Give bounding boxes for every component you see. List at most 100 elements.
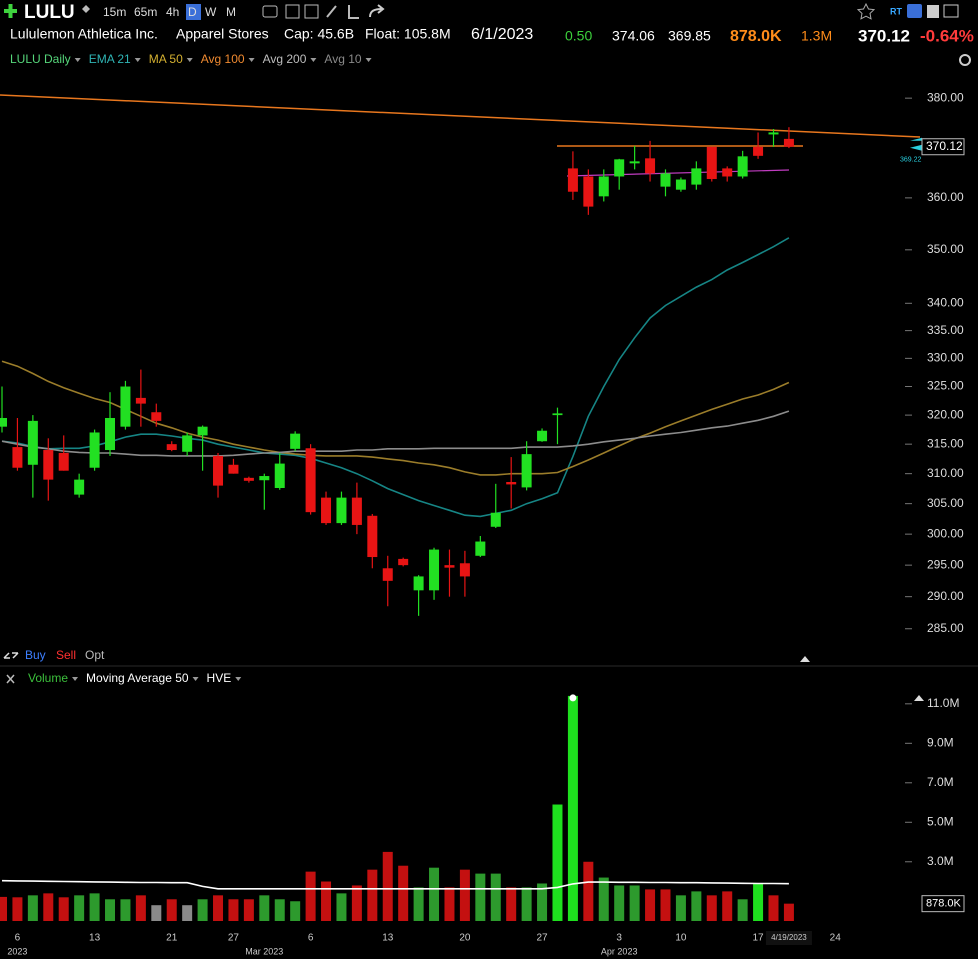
volume-bar xyxy=(166,899,177,921)
collapse-icon[interactable] xyxy=(914,695,924,701)
interval-button[interactable]: 65m xyxy=(134,5,157,19)
x-tick-label: 27 xyxy=(228,933,240,944)
candle-body xyxy=(429,549,440,591)
candle-body xyxy=(614,159,625,177)
volume: 878.0K xyxy=(730,28,782,45)
trade-button[interactable]: Sell xyxy=(56,648,76,662)
y-tick-label: 11.0M xyxy=(927,696,959,710)
volume-bar xyxy=(629,885,640,921)
dropdown-caret[interactable] xyxy=(74,58,81,62)
volume-title[interactable]: Volume xyxy=(28,671,68,685)
volume-bar xyxy=(691,891,702,921)
industry: Apparel Stores xyxy=(176,26,269,42)
candle-body xyxy=(768,132,779,135)
volume-bar xyxy=(475,873,486,921)
candle-body xyxy=(521,454,532,488)
rt-badge[interactable]: RT xyxy=(890,6,902,16)
dropdown-caret[interactable] xyxy=(186,58,193,62)
volume-bar xyxy=(506,887,517,921)
dropdown-caret[interactable] xyxy=(235,677,242,681)
volume-bar xyxy=(675,895,686,921)
y-tick-label: 320.00 xyxy=(927,407,964,421)
company-name: Lululemon Athletica Inc. xyxy=(10,26,158,42)
volume-bar xyxy=(43,893,54,921)
legend-entry[interactable]: Avg 100 xyxy=(201,52,245,66)
candle-body xyxy=(753,146,764,156)
legend-entry[interactable]: Moving Average 50 xyxy=(86,671,189,685)
candle-body xyxy=(459,563,470,577)
interval-button[interactable]: 15m xyxy=(103,5,126,19)
tool-icon[interactable] xyxy=(304,4,319,19)
tool-icon[interactable] xyxy=(82,5,90,13)
candle-body xyxy=(691,168,702,185)
y-tick-label: 5.0M xyxy=(927,814,954,828)
tool-icon[interactable] xyxy=(326,5,337,18)
volume-bar xyxy=(413,887,424,921)
candle-body xyxy=(382,568,393,581)
x-tick-label: 13 xyxy=(382,933,394,944)
legend-entry[interactable]: Avg 200 xyxy=(263,52,307,66)
tool-icon[interactable] xyxy=(285,4,300,19)
x-tick-label: 6 xyxy=(15,933,21,944)
volume-bar xyxy=(290,901,301,921)
trade-button[interactable]: Opt xyxy=(85,648,105,662)
volume-bar xyxy=(105,899,116,921)
candle-body xyxy=(105,417,116,451)
candle-body xyxy=(274,463,285,489)
collapse-icon[interactable] xyxy=(800,656,810,662)
candle-body xyxy=(197,426,208,436)
volume-bar xyxy=(228,899,239,921)
interval-button[interactable]: 4h xyxy=(166,5,179,19)
dropdown-caret[interactable] xyxy=(365,58,372,62)
candle-body xyxy=(336,497,347,524)
candle-body xyxy=(598,176,609,197)
y-tick-label: 340.00 xyxy=(927,295,964,309)
candle-body xyxy=(398,558,409,566)
volume-bar xyxy=(336,893,347,921)
legend-entry[interactable]: HVE xyxy=(207,671,232,685)
volume-bar xyxy=(537,883,548,921)
candle-body xyxy=(645,158,656,174)
favorite-icon[interactable] xyxy=(856,2,876,20)
candle-body xyxy=(120,386,131,427)
interval-button[interactable]: D xyxy=(188,5,197,19)
legend-entry[interactable]: MA 50 xyxy=(149,52,183,66)
candle-body xyxy=(151,412,162,421)
volume-tag: 878.0K xyxy=(926,898,962,910)
candle-body xyxy=(537,430,548,442)
tool-icon[interactable] xyxy=(348,5,359,19)
add-icon[interactable] xyxy=(4,4,17,18)
candle-body xyxy=(783,138,794,147)
s-icon[interactable] xyxy=(907,4,922,18)
x-tick-label: 17 xyxy=(753,933,765,944)
dropdown-caret[interactable] xyxy=(248,58,255,62)
dropdown-caret[interactable] xyxy=(192,677,199,681)
candle-body xyxy=(0,417,7,427)
volume-bar xyxy=(182,905,193,921)
trade-icon[interactable] xyxy=(3,652,19,659)
x-tick-label: 20 xyxy=(459,933,471,944)
dropdown-caret[interactable] xyxy=(134,58,141,62)
window-icon[interactable] xyxy=(943,4,959,18)
interval-button[interactable]: M xyxy=(226,5,236,19)
candle-body xyxy=(89,432,100,468)
legend-entry[interactable]: EMA 21 xyxy=(89,52,131,66)
save-icon[interactable] xyxy=(927,5,939,18)
volume-bar xyxy=(89,893,100,921)
close-pane-icon[interactable] xyxy=(6,674,15,684)
dropdown-caret[interactable] xyxy=(310,58,317,62)
tool-icon[interactable] xyxy=(262,5,278,18)
active-interval-highlight xyxy=(186,4,201,20)
x-tick-label: 24 xyxy=(830,933,842,944)
trend-line[interactable] xyxy=(0,94,921,138)
dropdown-caret[interactable] xyxy=(72,677,79,681)
trade-button[interactable]: Buy xyxy=(25,648,46,662)
y-tick-label: 350.00 xyxy=(927,242,964,256)
settings-icon[interactable] xyxy=(959,54,971,66)
share-icon[interactable] xyxy=(369,4,385,18)
market-cap: Cap: 45.6B xyxy=(284,26,354,42)
interval-button[interactable]: W xyxy=(205,5,217,19)
y-tick-label: 285.00 xyxy=(927,621,964,635)
legend-entry[interactable]: Avg 10 xyxy=(324,52,361,66)
symbol[interactable]: LULU xyxy=(24,2,75,23)
